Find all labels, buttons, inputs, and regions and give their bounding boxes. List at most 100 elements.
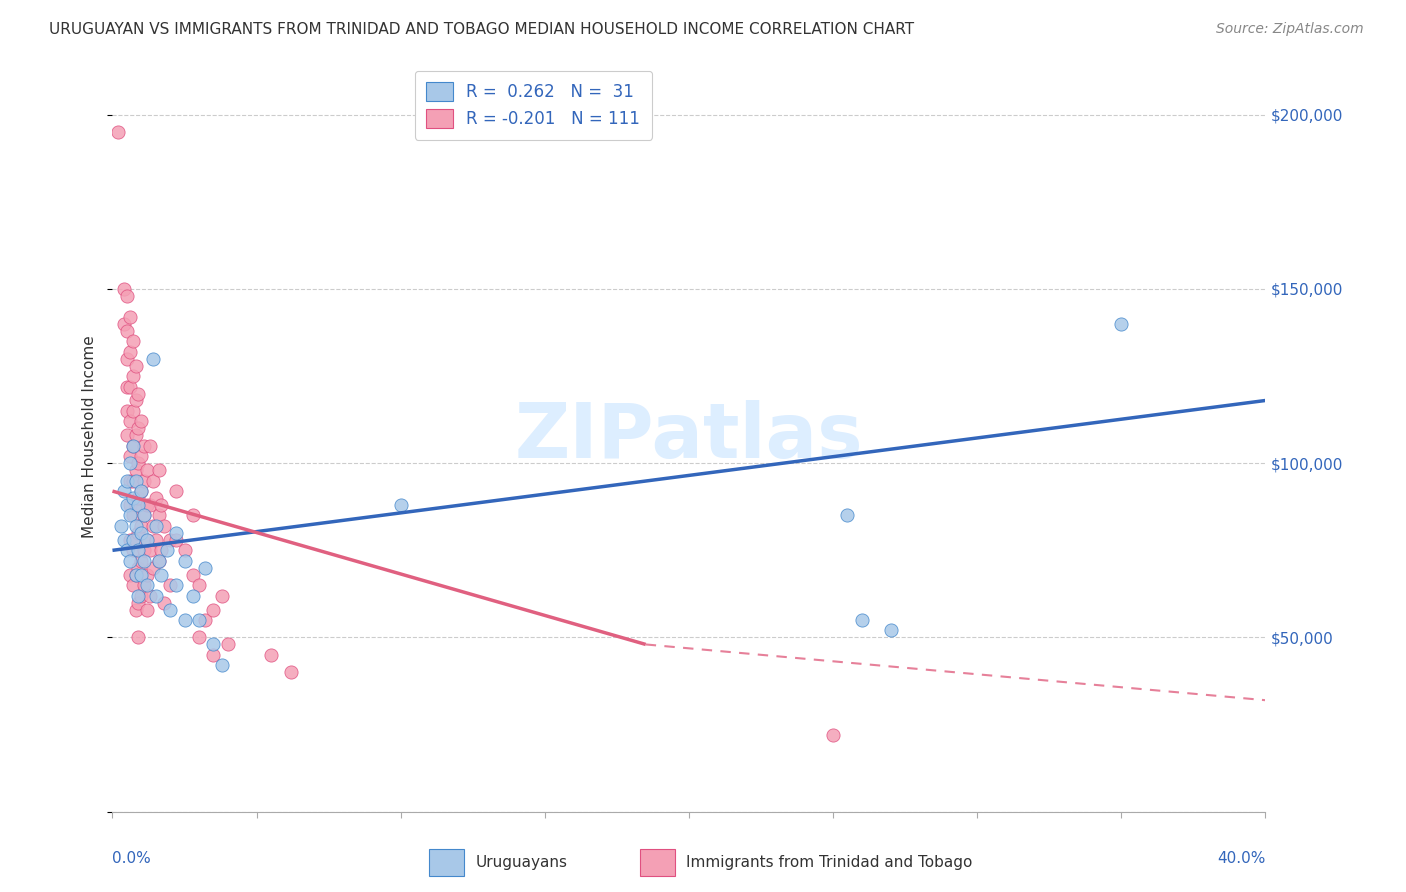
Point [118, 414, 141, 428]
Point [181, 567, 204, 582]
Point [165, 578, 187, 592]
Point [134, 543, 156, 558]
Point [118, 310, 141, 324]
Point [134, 508, 156, 523]
Point [136, 463, 159, 477]
Point [129, 554, 153, 568]
Point [136, 567, 159, 582]
Point [211, 589, 233, 603]
Point [145, 519, 167, 533]
Point [124, 393, 146, 408]
Point [148, 554, 170, 568]
Point [124, 567, 146, 582]
Point [118, 508, 141, 523]
Point [118, 533, 141, 547]
Point [129, 519, 153, 533]
Point [127, 498, 149, 512]
Point [115, 474, 138, 488]
Point [115, 289, 138, 303]
Point [150, 498, 173, 512]
Point [118, 474, 141, 488]
Point [127, 631, 149, 645]
Point [211, 658, 233, 673]
Point [124, 567, 146, 582]
Text: 40.0%: 40.0% [1218, 851, 1265, 865]
Point [188, 578, 211, 592]
Point [145, 491, 167, 505]
Text: ZIPatlas: ZIPatlas [515, 401, 863, 474]
Point [124, 428, 146, 442]
Point [139, 439, 162, 453]
Point [121, 491, 143, 505]
Point [115, 428, 138, 442]
Point [145, 533, 167, 547]
Point [129, 525, 153, 540]
Point [260, 648, 283, 662]
Point [118, 379, 141, 393]
Point [115, 404, 138, 418]
Point [837, 508, 859, 523]
Point [118, 498, 141, 512]
Point [115, 324, 138, 338]
Point [127, 491, 149, 505]
Point [118, 567, 141, 582]
Point [127, 421, 149, 435]
Point [194, 561, 217, 575]
Point [121, 533, 143, 547]
Point [121, 439, 143, 453]
Point [121, 439, 143, 453]
Point [134, 474, 156, 488]
Point [129, 449, 153, 463]
Point [181, 508, 204, 523]
Point [181, 589, 204, 603]
Point [136, 498, 159, 512]
Point [124, 359, 146, 373]
Point [124, 498, 146, 512]
Point [115, 351, 138, 366]
Point [173, 554, 195, 568]
Point [142, 351, 165, 366]
Point [121, 543, 143, 558]
Point [145, 589, 167, 603]
Legend: R =  0.262   N =  31, R = -0.201   N = 111: R = 0.262 N = 31, R = -0.201 N = 111 [415, 70, 652, 140]
Point [136, 533, 159, 547]
Point [202, 648, 225, 662]
Y-axis label: Median Household Income: Median Household Income [82, 335, 97, 539]
FancyBboxPatch shape [429, 849, 464, 876]
Point [159, 602, 181, 616]
Point [134, 554, 156, 568]
Point [148, 463, 170, 477]
Point [121, 369, 143, 384]
Point [127, 386, 149, 401]
Point [136, 578, 159, 592]
Point [127, 456, 149, 470]
Point [112, 317, 135, 331]
Point [165, 484, 187, 499]
FancyBboxPatch shape [640, 849, 675, 876]
Point [880, 624, 903, 638]
Point [115, 498, 138, 512]
Point [142, 474, 165, 488]
Point [112, 282, 135, 296]
Point [121, 404, 143, 418]
Point [124, 602, 146, 616]
Point [129, 567, 153, 582]
Point [124, 474, 146, 488]
Point [134, 508, 156, 523]
Point [142, 561, 165, 575]
Point [202, 637, 225, 651]
Point [121, 578, 143, 592]
Point [188, 613, 211, 627]
Point [1111, 317, 1133, 331]
Point [136, 602, 159, 616]
Point [851, 613, 873, 627]
Point [129, 414, 153, 428]
Point [148, 554, 170, 568]
Point [202, 602, 225, 616]
Point [118, 344, 141, 359]
Text: Source: ZipAtlas.com: Source: ZipAtlas.com [1216, 22, 1364, 37]
Point [389, 498, 412, 512]
Point [165, 533, 187, 547]
Point [118, 449, 141, 463]
Point [173, 543, 195, 558]
